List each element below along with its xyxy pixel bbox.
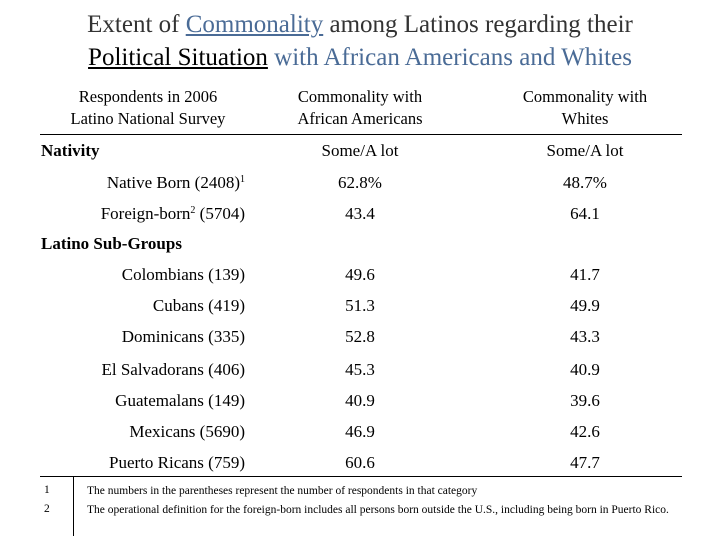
section-nativity: Nativity: [41, 141, 100, 160]
header-line: Commonality with: [522, 87, 648, 106]
cell-puerto-ricans-aa: 60.6: [345, 453, 375, 472]
footnote-text: The numbers in the parentheses represent…: [87, 485, 478, 497]
title-political-situation: Political Situation: [88, 44, 268, 71]
footnote-rule: [40, 476, 682, 477]
slide-title: Extent of Commonality among Latinos rega…: [0, 8, 720, 74]
cell-dominicans-aa: 52.8: [345, 327, 375, 346]
title-text: Extent of: [87, 11, 186, 38]
footnote-divider: [73, 476, 74, 536]
section-latino-sub-groups: Latino Sub-Groups: [41, 234, 182, 253]
header-line: Respondents in 2006: [78, 87, 218, 106]
header-respondents: Respondents in 2006 Latino National Surv…: [38, 86, 258, 130]
cell-mexicans-w: 42.6: [570, 422, 600, 441]
row-label-puerto-ricans: Puerto Ricans (759): [109, 453, 245, 472]
footnote-text: The operational definition for the forei…: [87, 504, 669, 516]
header-line: Whites: [561, 109, 609, 128]
row-label-dominicans: Dominicans (335): [121, 327, 245, 346]
footnote-number: 1: [44, 484, 50, 496]
cell-native-born-aa: 62.8%: [338, 173, 382, 192]
row-label-el-salvadorans: El Salvadorans (406): [101, 360, 245, 379]
cell-dominicans-w: 43.3: [570, 327, 600, 346]
header-line: African Americans: [297, 109, 423, 128]
cell-colombians-w: 41.7: [570, 265, 600, 284]
cell-cubans-aa: 51.3: [345, 296, 375, 315]
cell-foreign-born-w: 64.1: [570, 204, 600, 223]
header-line: Commonality with: [297, 87, 423, 106]
cell-el-salvadorans-aa: 45.3: [345, 360, 375, 379]
title-line-2: Political Situation with African America…: [0, 41, 720, 74]
cell-puerto-ricans-w: 47.7: [570, 453, 600, 472]
subheader-some-a-lot-w: Some/A lot: [546, 141, 624, 160]
cell-colombians-aa: 49.6: [345, 265, 375, 284]
cell-guatemalans-w: 39.6: [570, 391, 600, 410]
title-line-1: Extent of Commonality among Latinos rega…: [0, 8, 720, 41]
row-label-cubans: Cubans (419): [152, 296, 245, 315]
row-label-guatemalans: Guatemalans (149): [115, 391, 245, 410]
row-label-foreign-born: Foreign-born2 (5704): [100, 204, 245, 223]
row-label-native-born: Native Born (2408)1: [106, 173, 245, 192]
header-whites: Commonality with Whites: [490, 86, 680, 130]
header-african-americans: Commonality with African Americans: [265, 86, 455, 130]
cell-native-born-w: 48.7%: [563, 173, 607, 192]
header-line: Latino National Survey: [70, 109, 226, 128]
title-text: with African Americans and Whites: [267, 44, 632, 71]
cell-foreign-born-aa: 43.4: [345, 204, 375, 223]
row-label-colombians: Colombians (139): [121, 265, 245, 284]
header-rule: [40, 134, 682, 135]
cell-cubans-w: 49.9: [570, 296, 600, 315]
title-commonality: Commonality: [185, 11, 324, 38]
cell-guatemalans-aa: 40.9: [345, 391, 375, 410]
cell-mexicans-aa: 46.9: [345, 422, 375, 441]
title-text: among Latinos regarding their: [323, 11, 633, 38]
row-label-mexicans: Mexicans (5690): [129, 422, 245, 441]
footnote-number: 2: [44, 503, 50, 515]
subheader-some-a-lot-aa: Some/A lot: [321, 141, 399, 160]
cell-el-salvadorans-w: 40.9: [570, 360, 600, 379]
